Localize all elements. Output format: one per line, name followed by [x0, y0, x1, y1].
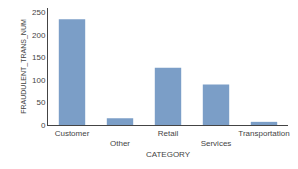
svg-text:Retail: Retail	[158, 129, 179, 138]
svg-text:250: 250	[32, 8, 46, 17]
svg-text:150: 150	[32, 53, 46, 62]
svg-text:CATEGORY: CATEGORY	[146, 150, 191, 159]
svg-text:FRAUDULENT_TRANS_NUM: FRAUDULENT_TRANS_NUM	[20, 19, 28, 114]
svg-text:Transportation: Transportation	[238, 129, 289, 138]
svg-text:Services: Services	[201, 139, 232, 148]
svg-text:100: 100	[32, 76, 46, 85]
svg-text:0: 0	[41, 121, 46, 130]
svg-text:Other: Other	[110, 139, 130, 148]
svg-text:Customer: Customer	[55, 129, 90, 138]
svg-text:200: 200	[32, 31, 46, 40]
svg-text:50: 50	[36, 98, 45, 107]
